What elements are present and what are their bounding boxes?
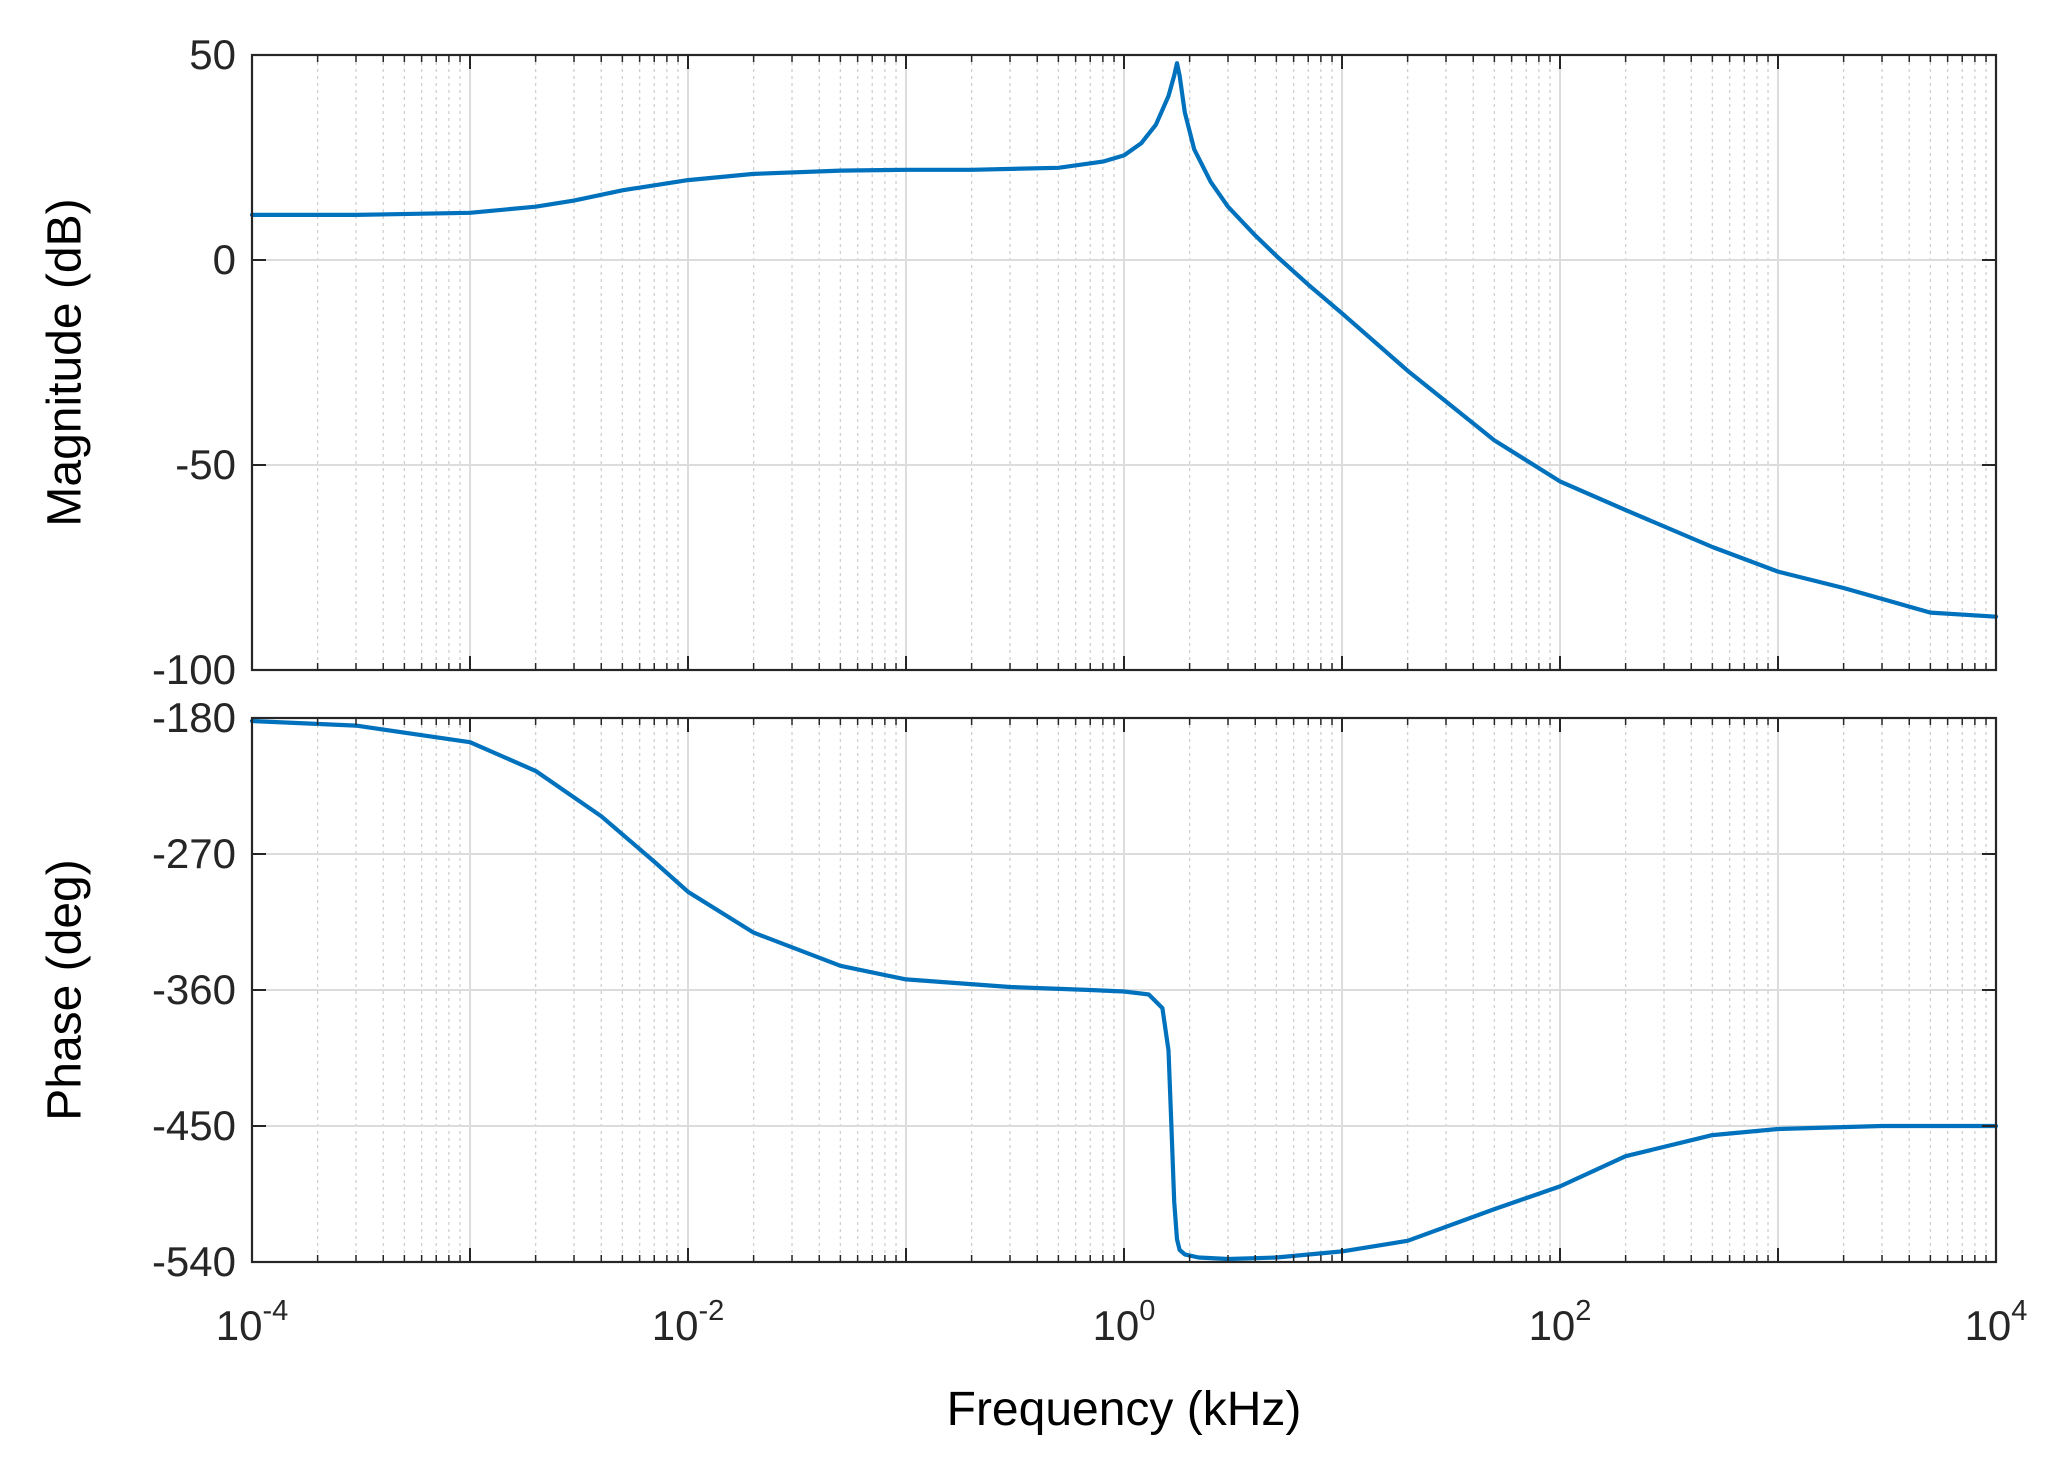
y-tick-label: -50 [175, 441, 236, 488]
x-tick-label: 100 [1093, 1295, 1156, 1349]
y-axis-title: Magnitude (dB) [39, 198, 92, 526]
magnitude-panel: 50 0 -50 -100 Magnitude (dB) [39, 31, 1999, 693]
y-tick-label: -540 [152, 1238, 236, 1285]
x-tick-label: 102 [1529, 1295, 1592, 1349]
phase-panel: -180 -270 -360 -450 -540 10-4 10-2 100 102 104 Pha… [39, 694, 2028, 1436]
y-tick-label: -100 [152, 646, 236, 693]
y-tick-label: -360 [152, 966, 236, 1013]
y-tick-label: -270 [152, 830, 236, 877]
y-tick-label: 0 [213, 236, 236, 283]
y-tick-label: -180 [152, 694, 236, 741]
y-tick-label: -450 [152, 1102, 236, 1149]
x-axis-title: Frequency (kHz) [947, 1383, 1302, 1436]
y-axis-title: Phase (deg) [39, 859, 92, 1121]
x-tick-label: 10-4 [216, 1295, 289, 1349]
y-tick-label: 50 [189, 31, 236, 78]
magnitude-series-line [249, 61, 1999, 619]
phase-series-line [249, 718, 1999, 1262]
x-tick-label: 10-2 [652, 1295, 725, 1349]
x-tick-label: 104 [1965, 1295, 2028, 1349]
